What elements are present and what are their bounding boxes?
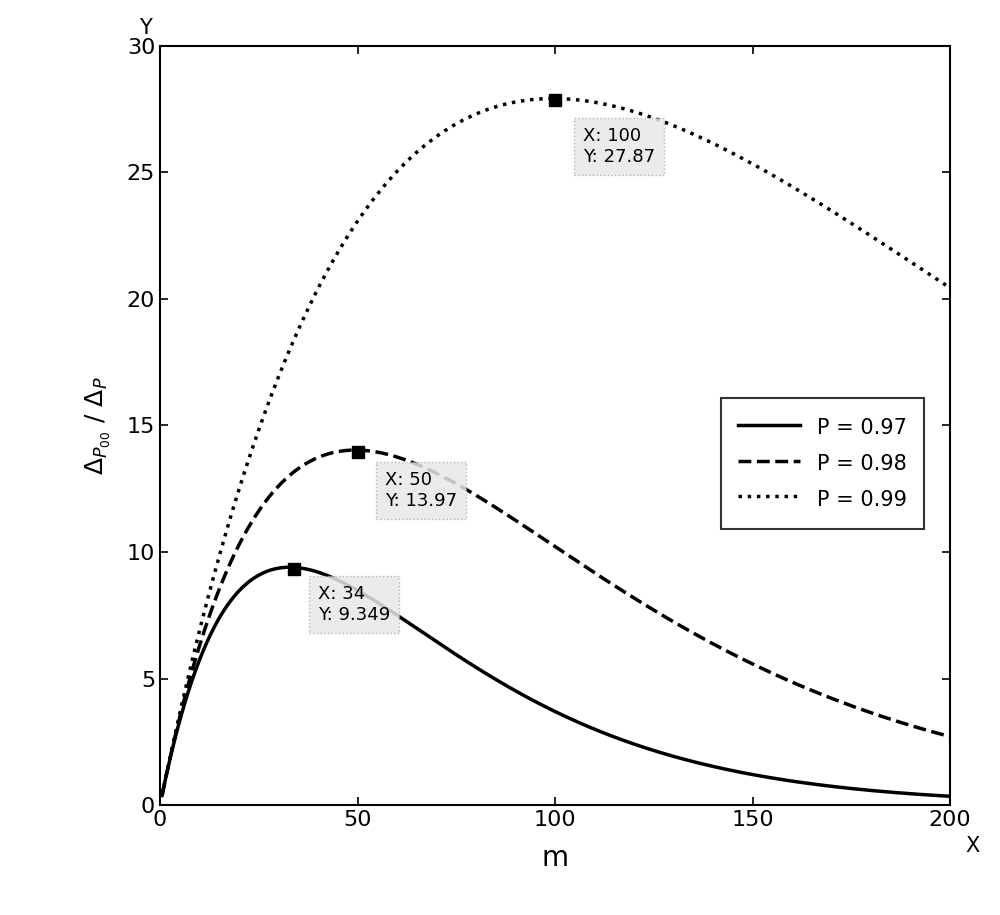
P = 0.97 [844,783,856,794]
P = 0.97 [156,790,168,801]
Line: P = 0.97: P = 0.97 [162,567,950,796]
P = 0.99 [929,273,941,284]
Text: X: X [966,835,980,856]
Y-axis label: $\Delta_{P_{00}}$ / $\Delta_P$: $\Delta_{P_{00}}$ / $\Delta_P$ [84,376,113,475]
P = 0.99 [547,93,559,104]
P = 0.97 [293,563,305,574]
Text: X: 50
Y: 13.97: X: 50 Y: 13.97 [385,471,457,510]
P = 0.98 [293,463,305,474]
P = 0.99 [844,217,856,228]
P = 0.97 [284,562,296,573]
Legend: P = 0.97, P = 0.98, P = 0.99: P = 0.97, P = 0.98, P = 0.99 [721,398,924,529]
P = 0.97 [458,654,470,665]
X-axis label: m: m [541,844,569,872]
P = 0.98 [944,731,956,742]
P = 0.99 [293,324,305,335]
P = 0.99 [458,114,470,125]
P = 0.97 [493,675,505,686]
Text: X: 34
Y: 9.349: X: 34 Y: 9.349 [318,585,390,624]
P = 0.98 [458,483,470,494]
P = 0.98 [844,700,856,711]
P = 0.99 [156,791,168,802]
Line: P = 0.99: P = 0.99 [162,99,950,796]
P = 0.98 [156,790,168,801]
P = 0.99 [246,445,258,456]
P = 0.98 [350,445,362,456]
P = 0.98 [246,516,258,527]
P = 0.97 [246,574,258,585]
P = 0.98 [929,727,941,738]
P = 0.97 [944,791,956,802]
P = 0.99 [944,283,956,294]
Text: X: 100
Y: 27.87: X: 100 Y: 27.87 [583,127,655,166]
Line: P = 0.98: P = 0.98 [162,450,950,795]
P = 0.99 [492,101,504,112]
Text: Y: Y [139,18,152,38]
P = 0.97 [929,790,941,801]
P = 0.98 [493,504,505,515]
